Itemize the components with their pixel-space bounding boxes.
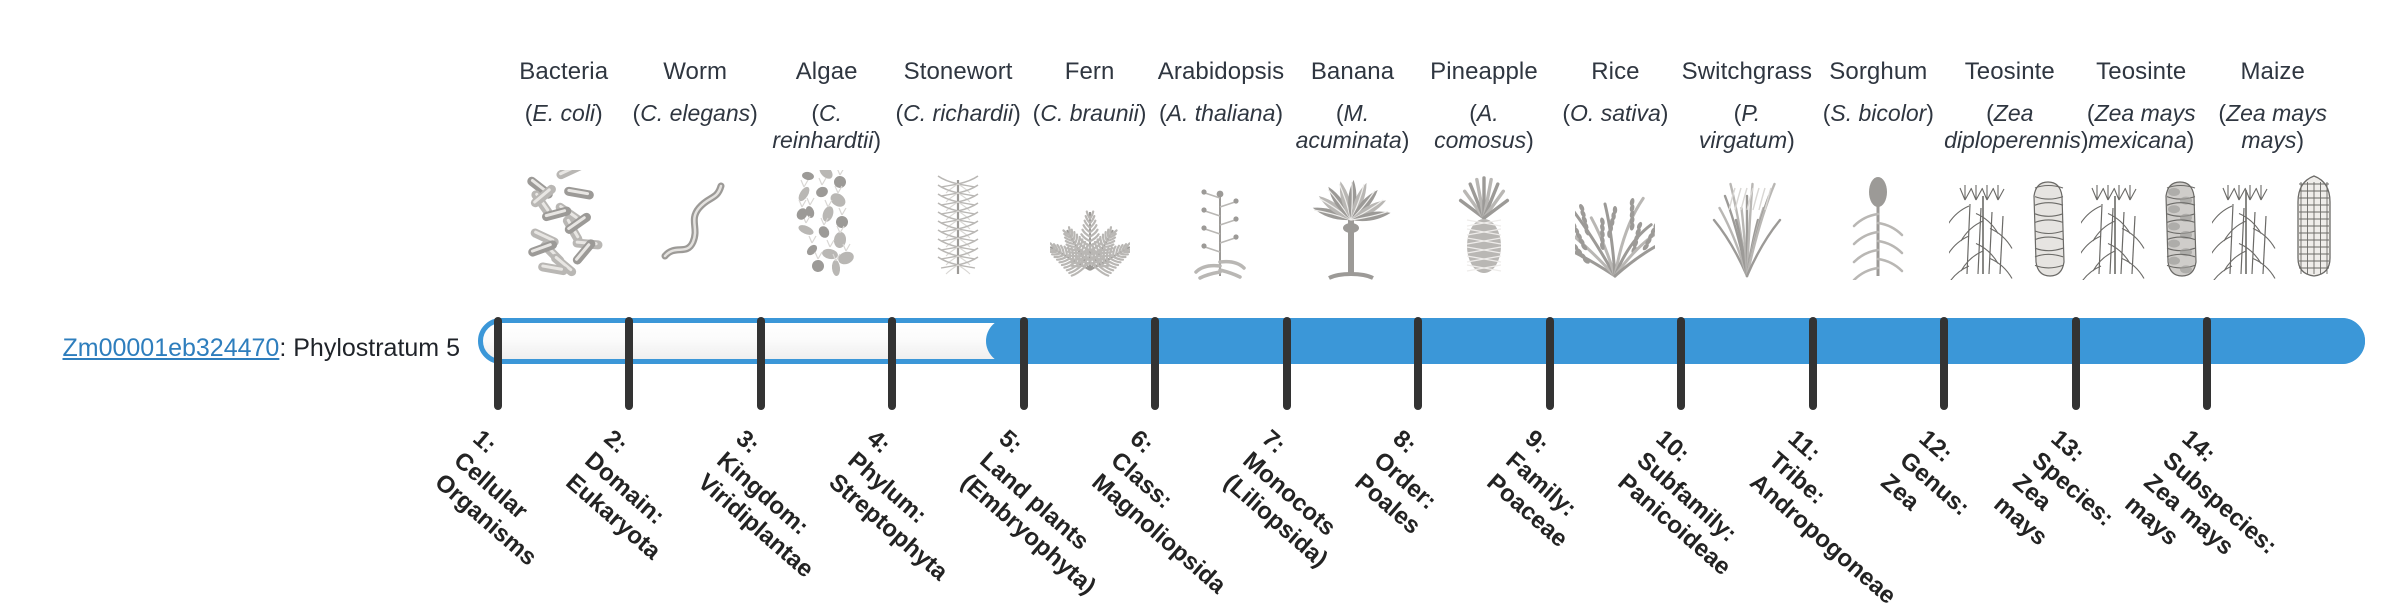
stratum-label-3: 3:Kingdom:Viridiplantae: [692, 424, 857, 584]
species-latin-name: (P.virgatum): [1681, 100, 1812, 154]
stonewort-icon: [892, 170, 1023, 280]
species-common-name: Banana: [1287, 58, 1418, 86]
tick-10: [1677, 317, 1685, 410]
stratum-label-2: 2:Domain:Eukaryota: [560, 424, 705, 566]
species-column-8: Pineapple (A.comosus): [1418, 58, 1549, 154]
tick-7: [1283, 317, 1291, 410]
gene-phylostratum-label: Zm00001eb324470: Phylostratum 5: [0, 333, 460, 363]
species-common-name: Maize: [2207, 58, 2338, 86]
species-common-name: Fern: [1024, 58, 1155, 86]
maize-icon: [2207, 170, 2338, 280]
species-latin-name: (C. richardii): [892, 100, 1023, 127]
species-column-4: Stonewort (C. richardii): [892, 58, 1023, 127]
stratum-label-8: 8:Order:Poales: [1349, 424, 1464, 540]
tick-9: [1546, 317, 1554, 410]
tick-3: [757, 317, 765, 410]
stratum-label-6: 6:Class:Magnoliopsida: [1086, 424, 1270, 600]
tick-13: [2072, 317, 2080, 410]
teosinte-diploperennis-icon: [1944, 170, 2075, 280]
species-column-5: Fern (C. braunii): [1024, 58, 1155, 127]
species-latin-name: (C. braunii): [1024, 100, 1155, 127]
tick-14: [2203, 317, 2211, 410]
species-latin-name: (E. coli): [498, 100, 629, 127]
species-column-2: Worm (C. elegans): [629, 58, 760, 127]
tick-6: [1151, 317, 1159, 410]
species-column-3: Algae (C.reinhardtii): [761, 58, 892, 154]
worm-icon: [629, 170, 760, 280]
species-latin-name: (C. elegans): [629, 100, 760, 127]
species-common-name: Algae: [761, 58, 892, 86]
phylostratum-text: Phylostratum 5: [293, 334, 460, 362]
banana-icon: [1287, 170, 1418, 280]
algae-icon: [761, 170, 892, 280]
species-common-name: Teosinte: [2076, 58, 2207, 86]
pineapple-icon: [1418, 170, 1549, 280]
switchgrass-icon: [1681, 170, 1812, 280]
species-latin-name: (M.acuminata): [1287, 100, 1418, 154]
tick-4: [888, 317, 896, 410]
species-common-name: Teosinte: [1944, 58, 2075, 86]
species-common-name: Worm: [629, 58, 760, 86]
species-common-name: Switchgrass: [1681, 58, 1812, 86]
gene-separator: :: [279, 334, 293, 362]
tick-5: [1020, 317, 1028, 410]
tick-11: [1809, 317, 1817, 410]
species-latin-name: (A. thaliana): [1155, 100, 1286, 127]
tick-8: [1414, 317, 1422, 410]
stratum-label-9: 9:Family:Poaceae: [1481, 424, 1612, 554]
tick-1: [494, 317, 502, 410]
bar-fill: [986, 318, 2365, 364]
species-common-name: Pineapple: [1418, 58, 1549, 86]
species-common-name: Sorghum: [1813, 58, 1944, 86]
teosinte-mexicana-icon: [2076, 170, 2207, 280]
species-latin-name: (C.reinhardtii): [761, 100, 892, 154]
species-latin-name: (S. bicolor): [1813, 100, 1944, 127]
gene-id-link[interactable]: Zm00001eb324470: [62, 334, 279, 362]
species-column-7: Banana (M.acuminata): [1287, 58, 1418, 154]
species-latin-name: (A.comosus): [1418, 100, 1549, 154]
species-common-name: Stonewort: [892, 58, 1023, 86]
species-common-name: Rice: [1550, 58, 1681, 86]
tick-2: [625, 317, 633, 410]
species-column-11: Sorghum (S. bicolor): [1813, 58, 1944, 127]
species-column-1: Bacteria (E. coli): [498, 58, 629, 127]
arabidopsis-icon: [1155, 170, 1286, 280]
bacteria-icon: [498, 170, 629, 280]
species-column-6: Arabidopsis (A. thaliana): [1155, 58, 1286, 127]
species-column-9: Rice (O. sativa): [1550, 58, 1681, 127]
sorghum-icon: [1813, 170, 1944, 280]
rice-icon: [1550, 170, 1681, 280]
fern-icon: [1024, 170, 1155, 280]
species-common-name: Bacteria: [498, 58, 629, 86]
species-column-10: Switchgrass (P.virgatum): [1681, 58, 1812, 154]
stratum-label-4: 4:Phylum:Streptophyta: [823, 424, 992, 587]
phylostratigraphy-chart: Zm00001eb324470: Phylostratum 5 Bacteria…: [0, 0, 2400, 580]
tick-12: [1940, 317, 1948, 410]
species-latin-name: (O. sativa): [1550, 100, 1681, 127]
species-common-name: Arabidopsis: [1155, 58, 1286, 86]
stratum-label-10: 10:Subfamily:Panicoideae: [1612, 424, 1775, 582]
